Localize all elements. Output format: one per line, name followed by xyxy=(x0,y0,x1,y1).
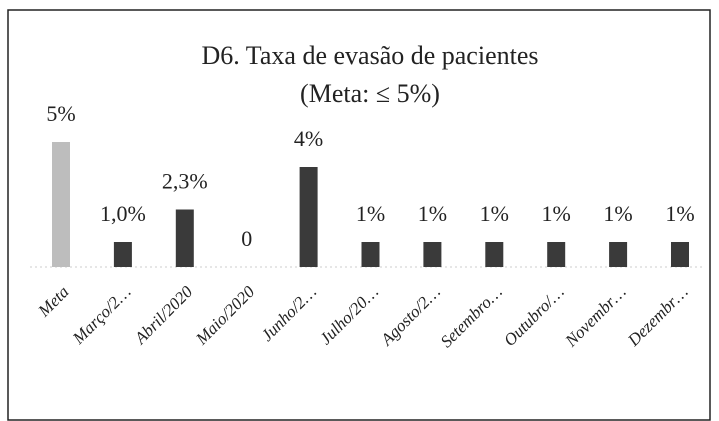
value-label: 1% xyxy=(542,201,571,226)
bar xyxy=(609,242,628,267)
value-label: 1% xyxy=(665,201,694,226)
bar xyxy=(299,167,318,267)
value-label: 1% xyxy=(356,201,385,226)
bar xyxy=(671,242,689,267)
bar xyxy=(361,242,380,267)
value-label: 1,0% xyxy=(100,201,146,226)
bar xyxy=(423,242,442,267)
bar xyxy=(113,242,132,267)
chart-subtitle: (Meta: ≤ 5%) xyxy=(300,79,440,108)
value-label: 1% xyxy=(603,201,632,226)
bar xyxy=(485,242,504,267)
value-label: 1% xyxy=(418,201,447,226)
value-label: 2,3% xyxy=(162,169,208,194)
bar xyxy=(52,142,70,267)
chart-frame xyxy=(7,9,711,421)
value-label: 4% xyxy=(294,126,323,151)
value-label: 5% xyxy=(46,101,75,126)
bar xyxy=(547,242,566,267)
value-label: 1% xyxy=(480,201,509,226)
chart-title: D6. Taxa de evasão de pacientes xyxy=(202,41,539,70)
bar xyxy=(175,209,194,267)
value-label: 0 xyxy=(241,226,252,251)
